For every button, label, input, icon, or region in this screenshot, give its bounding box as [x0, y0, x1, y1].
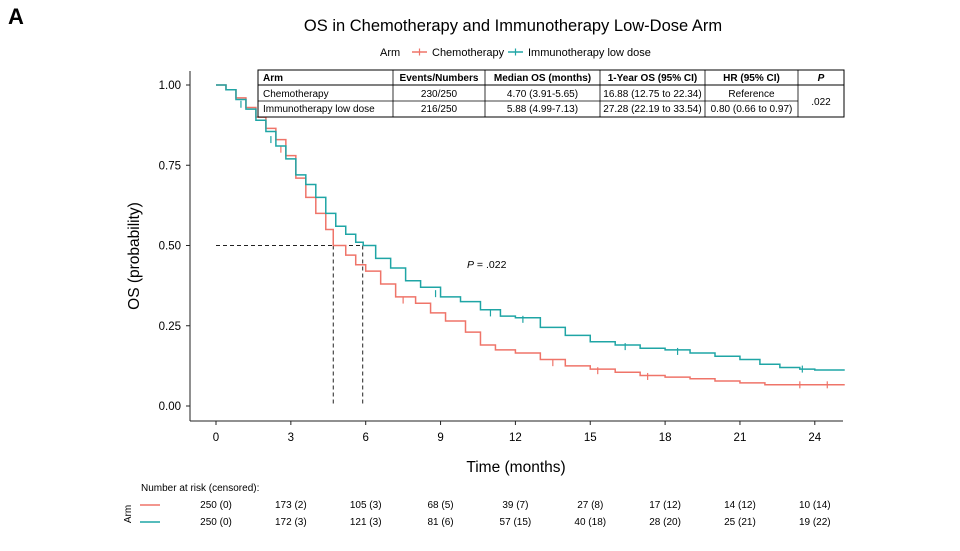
y-axis-title: OS (probability)	[126, 202, 143, 310]
legend-key-chemo	[412, 48, 427, 56]
risk-table: Number at risk (censored): Arm 250 (0) 17…	[123, 483, 831, 528]
survival-curve-immuno	[216, 84, 845, 371]
table-cell: 216/250	[421, 104, 458, 115]
legend-label-immuno: Immunotherapy low dose	[528, 47, 651, 59]
table-cell: Reference	[728, 89, 775, 100]
risk-cell: 250 (0)	[200, 517, 232, 528]
x-tick-label: 21	[734, 432, 747, 444]
median-reference-lines	[216, 245, 364, 406]
risk-cell: 25 (21)	[724, 517, 756, 528]
table-cell: Chemotherapy	[263, 89, 329, 100]
risk-cell: 173 (2)	[275, 500, 307, 511]
chart-title: OS in Chemotherapy and Immunotherapy Low…	[304, 17, 722, 35]
risk-cell: 121 (3)	[350, 517, 382, 528]
risk-cell: 19 (22)	[799, 517, 831, 528]
risk-table-side-label: Arm	[123, 505, 134, 523]
y-tick-label: 0.50	[159, 241, 181, 253]
x-tick-label: 9	[437, 432, 443, 444]
p-value-annotation: P = .022	[467, 259, 507, 271]
x-tick-label: 6	[362, 432, 368, 444]
x-tick-label: 0	[213, 432, 219, 444]
risk-cell: 105 (3)	[350, 500, 382, 511]
risk-cell: 68 (5)	[427, 500, 453, 511]
risk-cell: 10 (14)	[799, 500, 831, 511]
x-tick-label: 12	[509, 432, 522, 444]
x-tick-label: 3	[288, 432, 294, 444]
table-header-oneyear: 1-Year OS (95% CI)	[608, 73, 697, 84]
x-axis-title: Time (months)	[466, 459, 565, 476]
table-cell: 16.88 (12.75 to 22.34)	[603, 89, 701, 100]
risk-cell: 17 (12)	[649, 500, 681, 511]
table-header-median: Median OS (months)	[494, 73, 591, 84]
risk-cell: 172 (3)	[275, 517, 307, 528]
x-tick-label: 15	[584, 432, 597, 444]
table-cell: 4.70 (3.91-5.65)	[507, 89, 578, 100]
x-ticks: 0 3 6 9 12 15 18 21 24	[213, 421, 822, 444]
legend: Arm Chemotherapy Immunotherapy low dose	[380, 47, 651, 59]
table-header-p: P	[818, 73, 825, 84]
table-cell: 5.88 (4.99-7.13)	[507, 104, 578, 115]
table-header-arm: Arm	[263, 73, 283, 84]
risk-cell: 14 (12)	[724, 500, 756, 511]
legend-key-immuno	[508, 48, 523, 56]
table-cell: 230/250	[421, 89, 458, 100]
table-p-value: .022	[811, 97, 831, 108]
risk-cell: 39 (7)	[502, 500, 528, 511]
risk-table-title: Number at risk (censored):	[141, 483, 259, 494]
legend-label-chemo: Chemotherapy	[432, 47, 505, 59]
summary-table: Arm Events/Numbers Median OS (months) 1-…	[257, 69, 845, 118]
x-tick-label: 24	[808, 432, 821, 444]
y-tick-label: 0.25	[159, 321, 181, 333]
risk-cell: 250 (0)	[200, 500, 232, 511]
legend-title: Arm	[380, 47, 400, 59]
y-ticks: 0.00 0.25 0.50 0.75 1.00	[159, 80, 190, 413]
table-cell: 0.80 (0.66 to 0.97)	[711, 104, 793, 115]
table-header-events: Events/Numbers	[400, 73, 479, 84]
y-tick-label: 1.00	[159, 80, 181, 92]
y-tick-label: 0.00	[159, 401, 181, 413]
survival-curve-chemo	[216, 84, 845, 386]
risk-cell: 81 (6)	[427, 517, 453, 528]
table-header-hr: HR (95% CI)	[723, 73, 780, 84]
table-cell: Immunotherapy low dose	[263, 104, 375, 115]
risk-cell: 57 (15)	[500, 517, 532, 528]
x-tick-label: 18	[659, 432, 672, 444]
risk-cell: 27 (8)	[577, 500, 603, 511]
survival-curves	[216, 84, 845, 389]
risk-cell: 40 (18)	[574, 517, 606, 528]
panel-label: A	[8, 4, 24, 29]
risk-cell: 28 (20)	[649, 517, 681, 528]
table-cell: 27.28 (22.19 to 33.54)	[603, 104, 701, 115]
y-tick-label: 0.75	[159, 160, 181, 172]
